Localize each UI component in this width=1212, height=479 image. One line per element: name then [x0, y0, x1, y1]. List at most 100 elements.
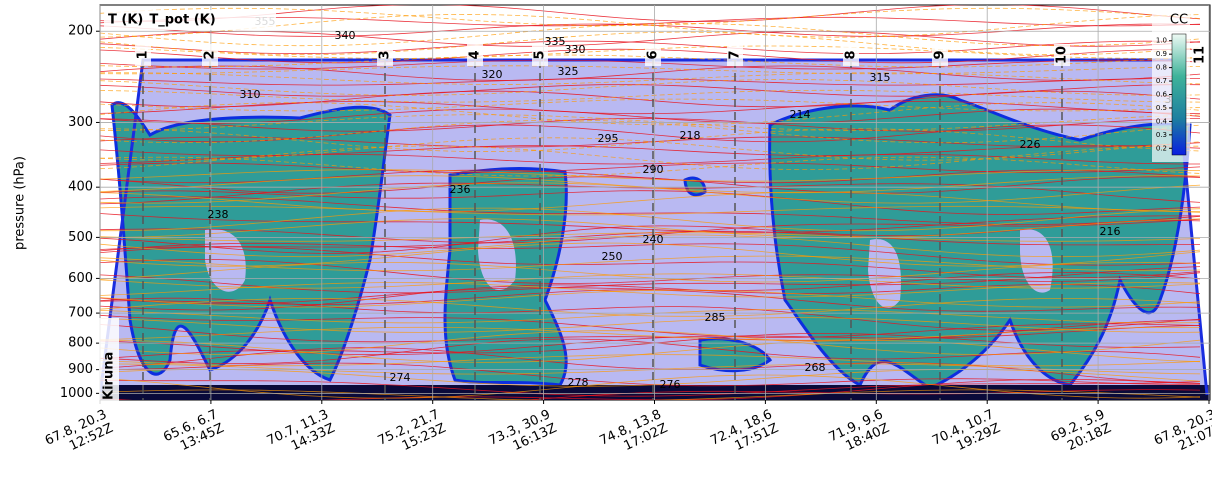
contour-label: 250 — [602, 250, 623, 263]
waypoint-label: 6 — [646, 50, 661, 59]
contour-t — [100, 282, 1201, 298]
contour-label: 218 — [680, 129, 701, 142]
contour-t — [100, 232, 1201, 242]
contour-t-pot — [100, 246, 1201, 279]
contour-t-pot — [100, 162, 1201, 174]
y-tick-label: 1000 — [60, 386, 93, 401]
waypoint-box — [467, 44, 483, 66]
contour-t — [100, 218, 1201, 239]
contour-t — [100, 389, 1201, 400]
contour-t — [100, 273, 1201, 289]
contour-label: 330 — [565, 43, 586, 56]
colorbar-tick-label: 0.2 — [1156, 144, 1167, 152]
waypoint-label: 3 — [378, 50, 393, 59]
x-tick-label-group: 67.8, 20.312:52Z — [43, 407, 116, 454]
colorbar-tick-label: 0.8 — [1156, 64, 1167, 72]
y-tick-label: 700 — [68, 306, 93, 321]
contour-label: 340 — [335, 29, 356, 42]
contour-label: 276 — [660, 378, 681, 391]
y-tick-label: 600 — [68, 271, 93, 286]
colorbar-tick-label: 1.0 — [1156, 37, 1167, 45]
contour-t — [100, 182, 1201, 204]
y-tick-label: 900 — [68, 362, 93, 377]
contour-t — [100, 368, 1201, 387]
contour-t-pot — [100, 190, 1201, 215]
contour-label: 226 — [1020, 138, 1041, 151]
contour-t-pot — [100, 124, 1201, 143]
contour-label: 236 — [450, 183, 471, 196]
contour-label: 214 — [790, 108, 811, 121]
contour-t-pot — [100, 136, 1201, 148]
contour-t-pot — [100, 90, 1201, 108]
contour-t — [100, 242, 1201, 267]
contour-t — [100, 191, 1200, 212]
contour-t-pot — [100, 5, 1201, 22]
waypoint-box — [727, 44, 743, 66]
contour-t — [100, 65, 1201, 75]
waypoint-label: 1 — [136, 50, 151, 59]
legend-entry: T (K) — [108, 13, 143, 28]
waypoint-box — [135, 44, 151, 66]
colorbar-label: CC — [1170, 13, 1188, 28]
contour-t-pot — [100, 78, 1201, 86]
y-axis-label: pressure (hPa) — [13, 156, 28, 250]
x-tick-label-group: 72.4, 18.617:51Z — [708, 407, 781, 454]
contour-label: 295 — [598, 132, 619, 145]
contour-label: 325 — [558, 65, 579, 78]
contour-t-pot — [100, 65, 1201, 81]
legend-box — [104, 10, 276, 30]
x-tick-label-group: 71.9, 9.618:40Z — [827, 407, 892, 454]
x-tick-label-group: 67.8, 20.321:07Z — [1152, 407, 1212, 454]
waypoint-box — [843, 44, 859, 66]
contour-label: 238 — [208, 208, 229, 221]
waypoint-label: 11 — [1193, 46, 1208, 64]
contour-t — [100, 205, 1201, 216]
waypoint-box — [645, 44, 661, 66]
contour-t — [100, 339, 1201, 363]
contour-t — [100, 326, 1201, 341]
waypoint-label: 5 — [533, 50, 548, 59]
contour-t — [100, 169, 1201, 182]
contour-t-pot — [100, 40, 1201, 55]
location-label: Kiruna — [102, 352, 117, 400]
contour-t — [100, 234, 1201, 258]
x-tick-label-group: 65.6, 6.713:45Z — [161, 407, 226, 454]
contour-label: 240 — [643, 233, 664, 246]
contour-t — [100, 261, 1201, 283]
y-tick-label: 200 — [68, 24, 93, 39]
contour-t-pot — [100, 347, 1201, 384]
contour-t-pot — [100, 117, 1201, 132]
waypoint-box — [1192, 44, 1208, 66]
contour-t-pot — [100, 23, 1201, 37]
y-tick-label: 500 — [68, 230, 93, 245]
colorbar-tick-label: 0.3 — [1156, 131, 1167, 139]
colorbar-tick-label: 0.5 — [1156, 104, 1167, 112]
waypoint-label: 2 — [203, 50, 218, 59]
waypoint-label: 7 — [728, 50, 743, 59]
contour-t-pot — [100, 101, 1201, 115]
contour-t-pot — [100, 319, 1201, 343]
contour-label: 268 — [805, 361, 826, 374]
contour-t-pot — [100, 213, 1201, 233]
contour-label: 310 — [240, 88, 261, 101]
contour-t — [100, 330, 1201, 355]
waypoint-box — [932, 44, 948, 66]
contour-t-pot — [100, 108, 1201, 124]
contour-t-pot — [100, 272, 1201, 305]
waypoint-box — [1054, 44, 1070, 66]
x-tick-label-group: 70.4, 10.719:29Z — [930, 407, 1003, 454]
contour-t-pot — [100, 284, 1201, 311]
contour-label: 315 — [870, 71, 891, 84]
contour-t-pot — [100, 242, 1201, 266]
contour-t-pot — [100, 379, 1201, 397]
contour-label: 320 — [482, 68, 503, 81]
contour-t-pot — [100, 259, 1201, 284]
waypoint-label: 9 — [933, 50, 948, 59]
x-tick-label-group: 69.2, 5.920:18Z — [1048, 407, 1113, 454]
contour-t-pot — [100, 30, 1201, 47]
contour-t — [100, 317, 1201, 333]
contour-t — [100, 207, 1201, 232]
contour-label: 216 — [1100, 225, 1121, 238]
y-tick-label: 800 — [68, 336, 93, 351]
